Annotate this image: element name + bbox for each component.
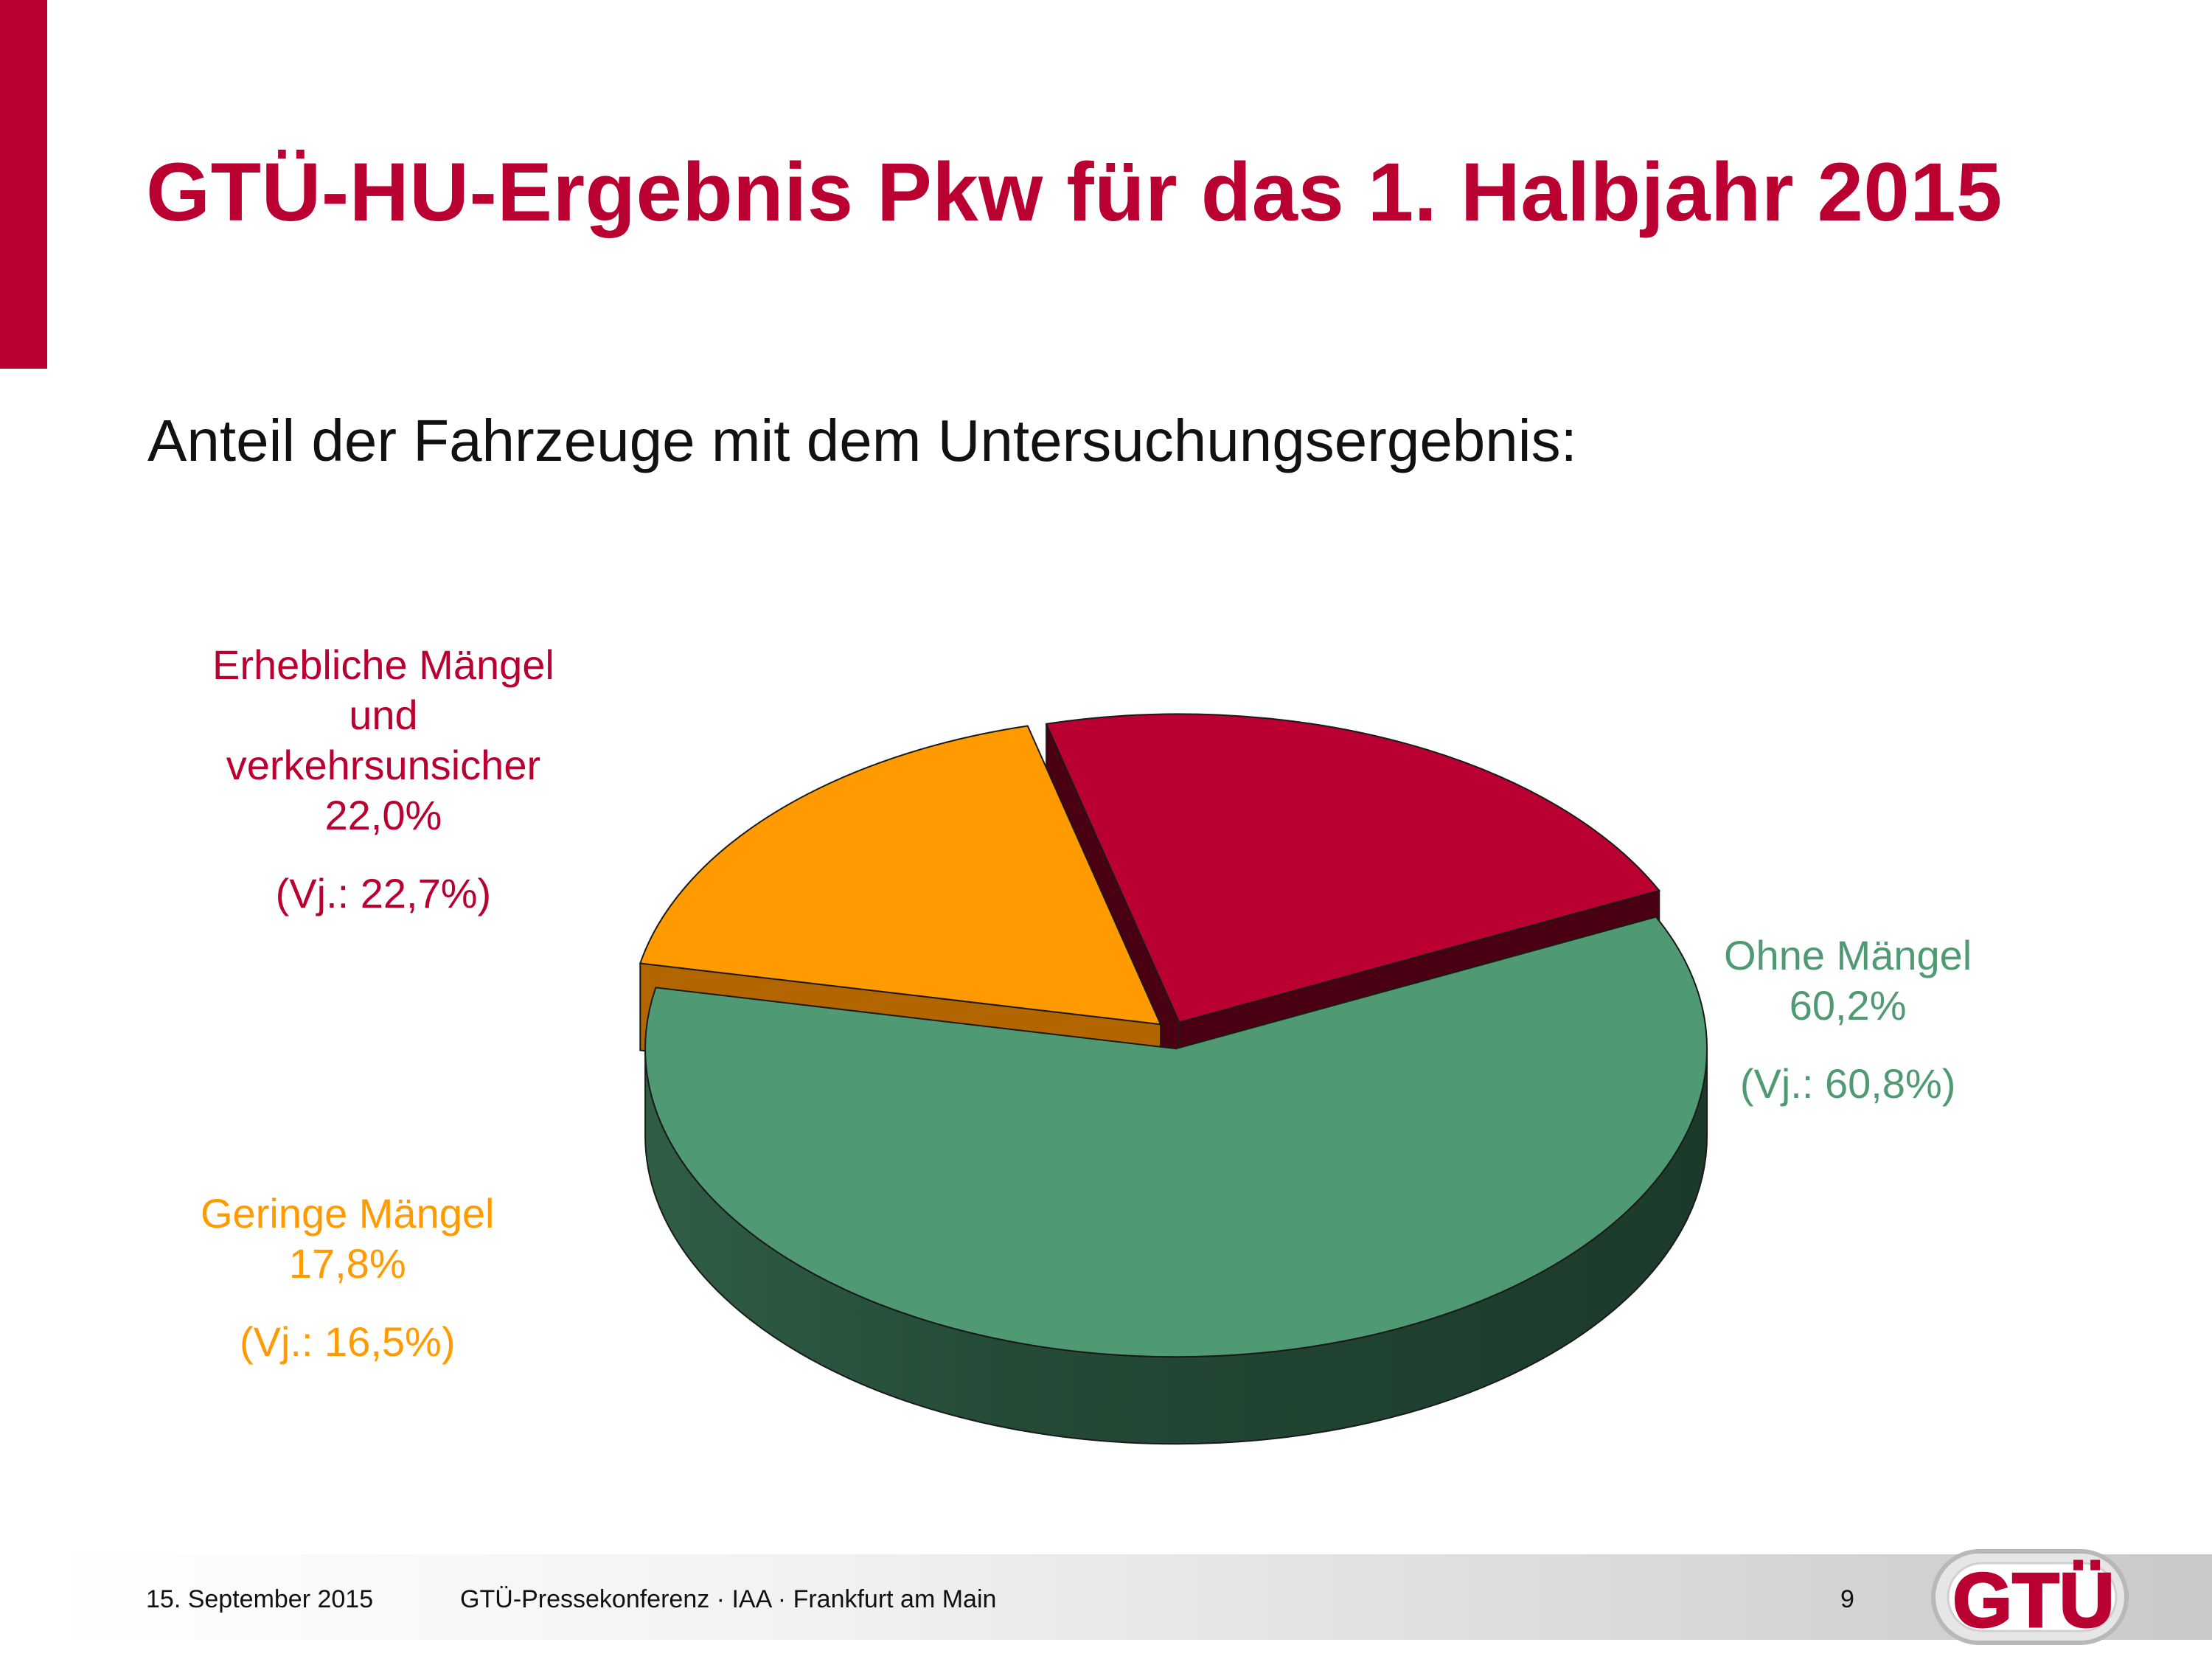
slice-label-geringe: Geringe Mängel 17,8% (Vj.: 16,5%) xyxy=(201,1189,494,1367)
slice-label-ohne: Ohne Mängel 60,2% (Vj.: 60,8%) xyxy=(1724,931,1972,1109)
footer-event: GTÜ-Pressekonferenz · IAA · Frankfurt am… xyxy=(460,1585,997,1613)
footer-bar xyxy=(47,1554,2212,1640)
gtu-logo: GTÜ xyxy=(1931,1549,2129,1645)
pie-slice xyxy=(1045,713,1661,1023)
pie-slice-side xyxy=(645,1048,1707,1444)
slice-label-erhebliche: Erhebliche Mängel und verkehrsunsicher 2… xyxy=(212,640,554,919)
slice-previous-year-label: (Vj.: 60,8%) xyxy=(1739,1060,1956,1107)
slice-previous-year-label: (Vj.: 16,5%) xyxy=(239,1318,456,1365)
page-subtitle: Anteil der Fahrzeuge mit dem Untersuchun… xyxy=(147,408,1577,473)
slice-name-line: Ohne Mängel xyxy=(1724,932,1972,978)
slice-name-line: Geringe Mängel xyxy=(201,1190,495,1237)
slice-name-line: Erhebliche Mängel xyxy=(212,641,554,688)
logo-text: GTÜ xyxy=(1952,1558,2115,1644)
footer-date: 15. September 2015 xyxy=(146,1585,374,1613)
slice-previous-year-label: (Vj.: 22,7%) xyxy=(275,870,492,917)
slice-name-line: und xyxy=(349,692,418,738)
slice-name-line: verkehrsunsicher xyxy=(226,742,541,788)
footer-page-number: 9 xyxy=(1840,1585,1854,1613)
slice-value-label: 22,0% xyxy=(324,792,442,838)
pie-slice xyxy=(639,725,1162,1026)
pie-slices xyxy=(639,713,1708,1444)
pie-slice xyxy=(644,916,1708,1358)
page-title: GTÜ-HU-Ergebnis Pkw für das 1. Halbjahr … xyxy=(146,146,2003,238)
slice-value-label: 60,2% xyxy=(1789,982,1907,1029)
accent-bar xyxy=(0,0,47,369)
slice-value-label: 17,8% xyxy=(288,1240,406,1287)
